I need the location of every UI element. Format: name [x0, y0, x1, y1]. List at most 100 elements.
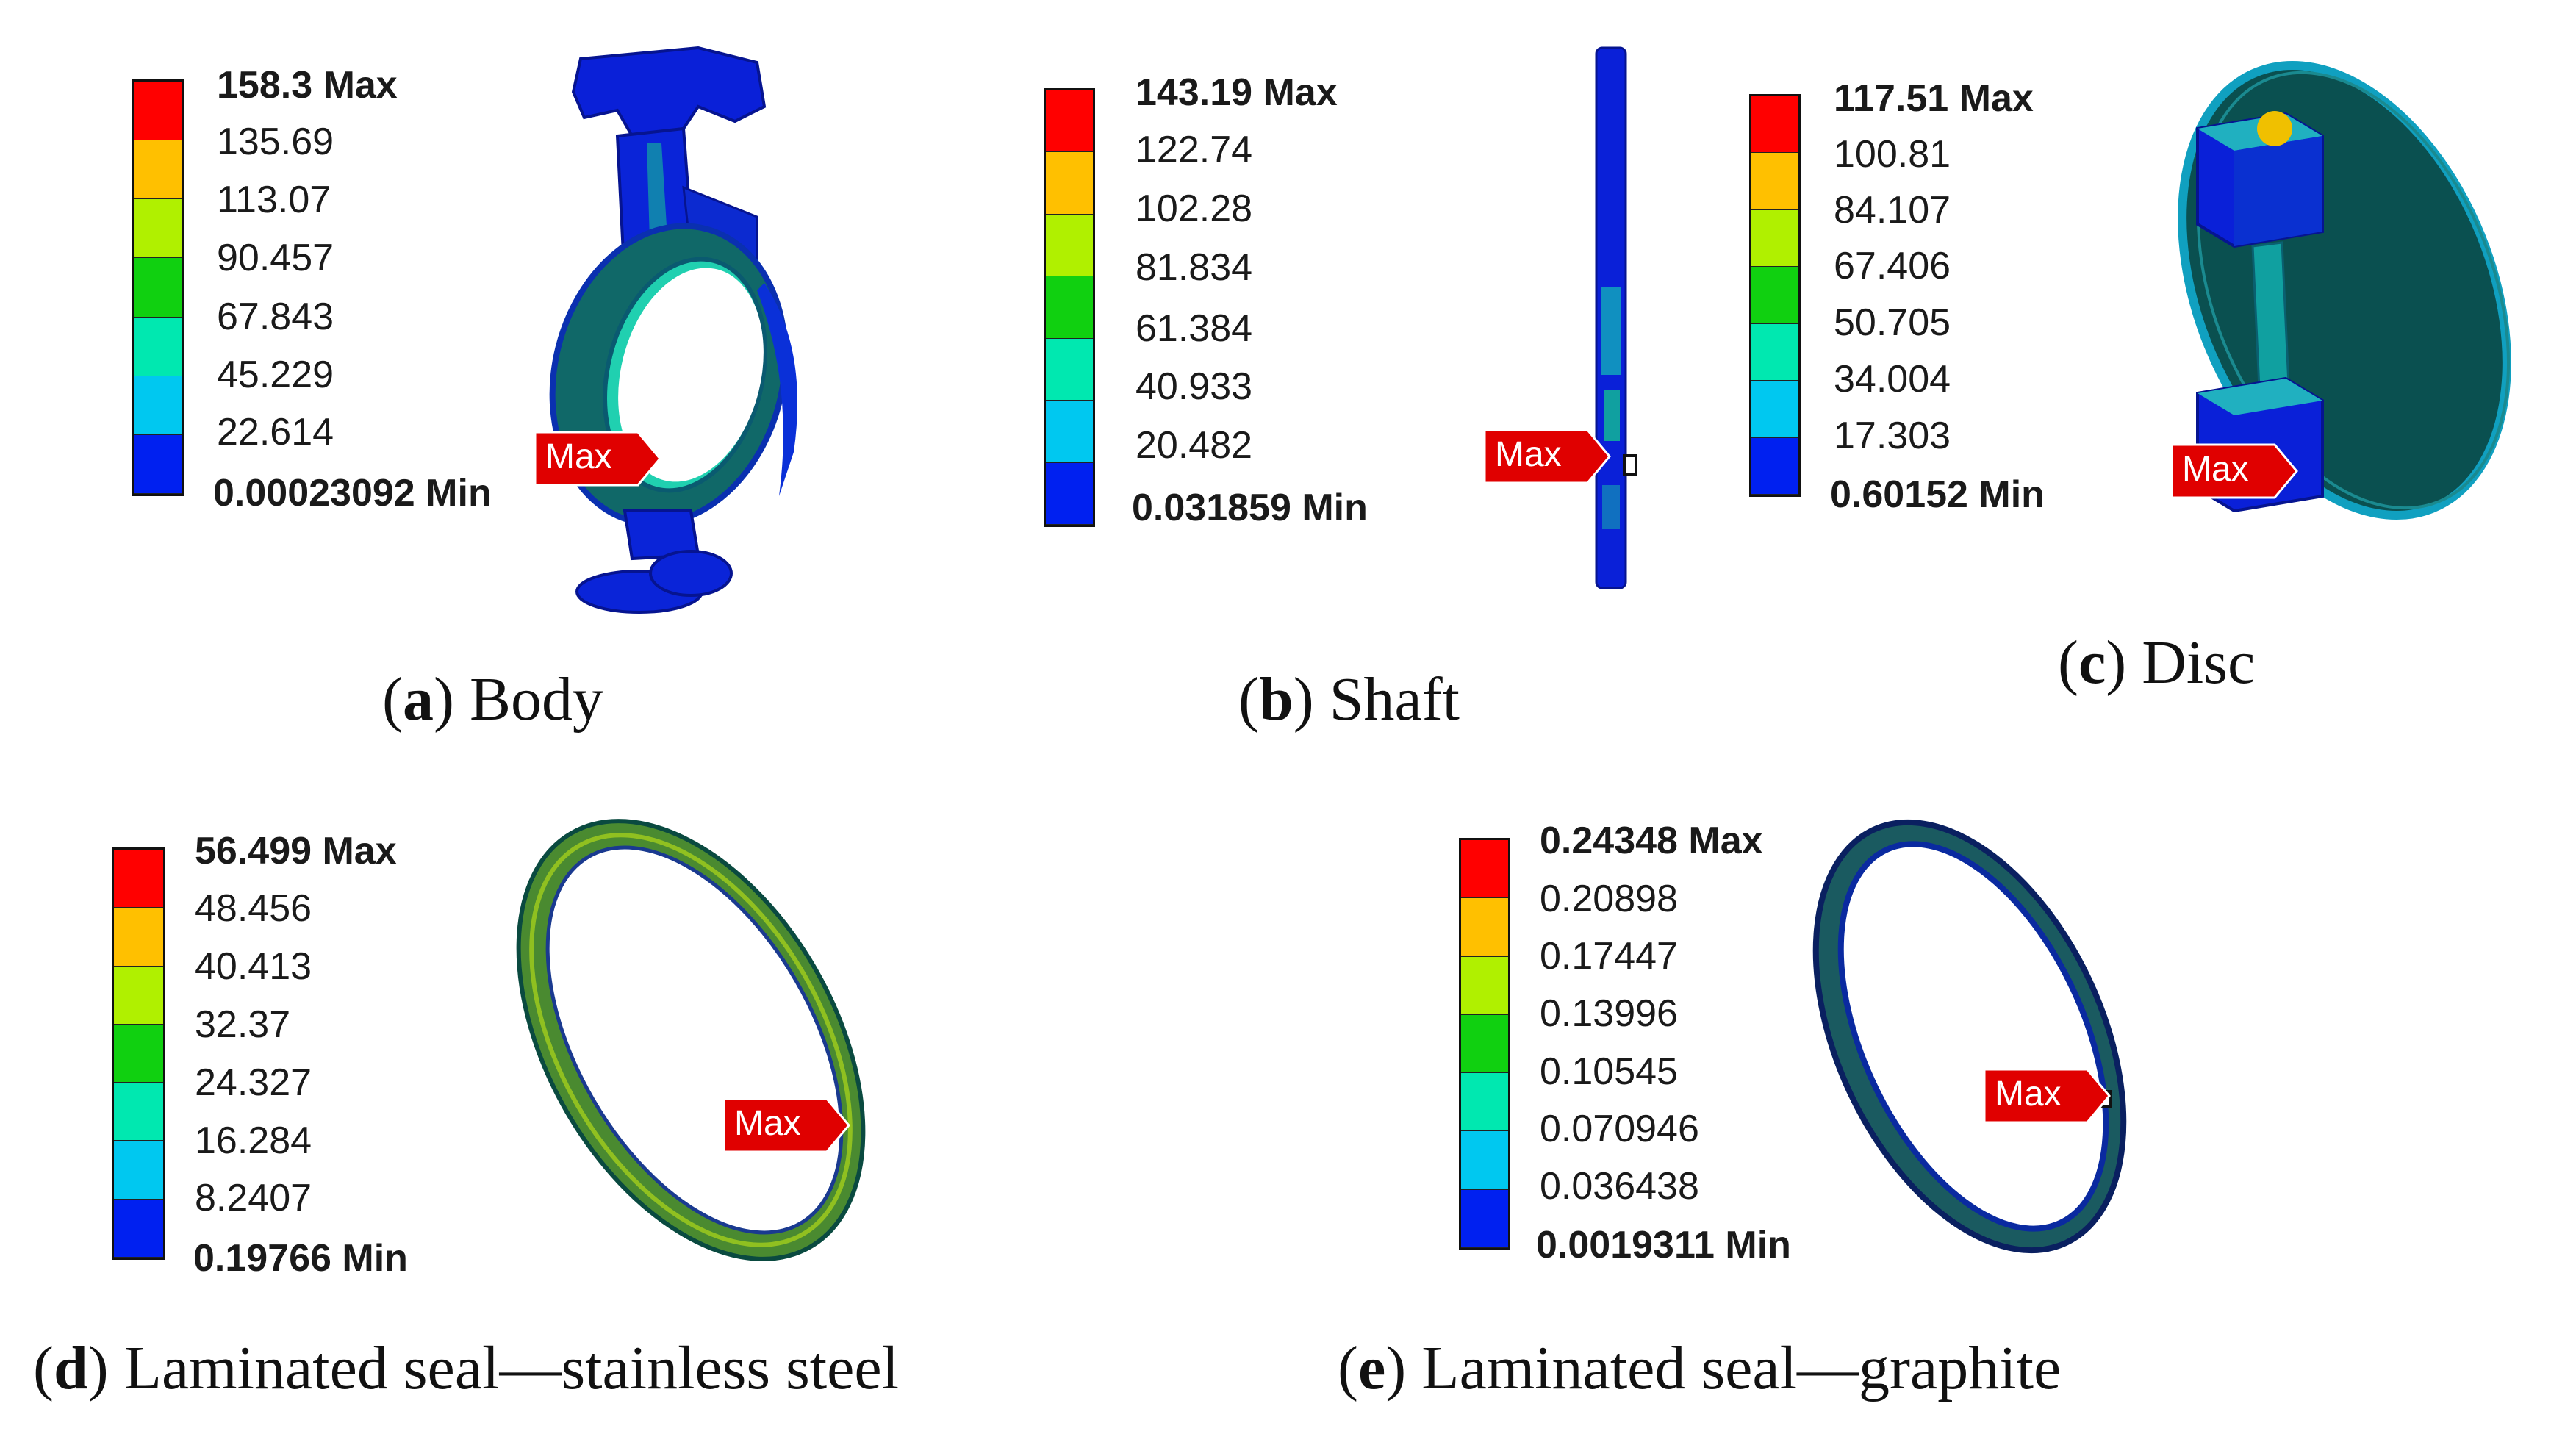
legend-color-segment — [134, 199, 182, 259]
shaft-model — [1595, 46, 1637, 589]
legend-min-label: 0.60152 Min — [1830, 473, 2045, 516]
legend-label: 122.74 — [1135, 129, 1253, 171]
legend-max-label: 56.499 Max — [195, 830, 397, 872]
legend-max-label: 143.19 Max — [1135, 71, 1338, 114]
legend-min-label: 0.00023092 Min — [213, 472, 492, 515]
legend-color-segment — [1751, 323, 1798, 381]
legend-label: 84.107 — [1834, 189, 1951, 232]
color-legend-seal-graphite — [1459, 838, 1510, 1250]
legend-color-segment — [1461, 1131, 1508, 1190]
legend-label: 135.69 — [217, 121, 334, 163]
legend-label: 24.327 — [195, 1061, 312, 1104]
max-marker-label: Max — [545, 437, 612, 476]
max-marker: Max — [1483, 429, 1611, 484]
legend-label: 0.13996 — [1540, 992, 1678, 1035]
legend-color-segment — [134, 434, 182, 494]
legend-color-segment — [1751, 267, 1798, 324]
legend-label: 50.705 — [1834, 301, 1951, 344]
legend-color-segment — [1751, 209, 1798, 268]
legend-color-segment — [1751, 153, 1798, 210]
legend-label: 34.004 — [1834, 358, 1951, 401]
legend-color-segment — [1751, 96, 1798, 154]
legend-label: 0.070946 — [1540, 1108, 1699, 1150]
legend-max-label: 158.3 Max — [217, 64, 398, 107]
legend-min-label: 0.19766 Min — [193, 1237, 408, 1280]
caption-seal-stainless: (d) Laminated seal—stainless steel — [33, 1334, 900, 1402]
caption-seal-graphite: (e) Laminated seal—graphite — [1338, 1334, 2062, 1402]
color-legend-seal-stainless — [112, 847, 165, 1260]
legend-label: 67.843 — [217, 295, 334, 338]
caption-letter: c — [2078, 628, 2106, 697]
max-marker: Max — [722, 1097, 850, 1153]
legend-color-segment — [1046, 152, 1093, 215]
max-marker-label: Max — [1495, 435, 1562, 474]
legend-color-segment — [1046, 214, 1093, 277]
legend-color-segment — [1751, 381, 1798, 438]
legend-color-segment — [114, 1141, 163, 1200]
legend-color-segment — [1461, 1189, 1508, 1248]
legend-color-segment — [134, 140, 182, 200]
legend-label: 40.933 — [1135, 365, 1253, 408]
graphite-seal-model — [1812, 819, 2127, 1254]
legend-color-segment — [114, 1083, 163, 1141]
caption-letter: a — [402, 665, 434, 734]
legend-label: 22.614 — [217, 411, 334, 453]
max-marker-label: Max — [2182, 450, 2249, 489]
legend-color-segment — [134, 258, 182, 318]
caption-letter: d — [53, 1334, 88, 1402]
caption-letter: b — [1258, 665, 1294, 734]
legend-label: 8.2407 — [195, 1177, 312, 1219]
legend-label: 16.284 — [195, 1119, 312, 1162]
legend-label: 0.17447 — [1540, 935, 1678, 978]
caption-text: Body — [469, 665, 603, 734]
legend-label: 45.229 — [217, 354, 334, 396]
legend-color-segment — [1046, 462, 1093, 525]
legend-label: 113.07 — [217, 179, 331, 221]
legend-label: 0.20898 — [1540, 878, 1678, 920]
color-legend-disc — [1749, 94, 1801, 497]
legend-color-segment — [134, 317, 182, 376]
legend-color-segment — [114, 850, 163, 908]
legend-color-segment — [134, 82, 182, 141]
legend-max-label: 0.24348 Max — [1540, 820, 1763, 862]
legend-label: 100.81 — [1834, 133, 1951, 176]
caption-body: (a) Body — [382, 665, 603, 734]
caption-letter: e — [1357, 1334, 1386, 1402]
legend-color-segment — [1461, 956, 1508, 1015]
legend-min-label: 0.031859 Min — [1132, 487, 1368, 529]
legend-label: 17.303 — [1834, 415, 1951, 457]
valve-body-model — [549, 46, 797, 614]
legend-label: 102.28 — [1135, 187, 1253, 230]
max-marker: Max — [2170, 443, 2298, 499]
legend-color-segment — [114, 908, 163, 967]
legend-color-segment — [1046, 401, 1093, 463]
legend-color-segment — [1461, 1073, 1508, 1132]
stainless-seal-model — [516, 819, 866, 1261]
color-legend-body — [132, 79, 184, 496]
legend-label: 40.413 — [195, 945, 312, 988]
legend-label: 0.10545 — [1540, 1050, 1678, 1093]
caption-text: Laminated seal—graphite — [1421, 1334, 2062, 1402]
color-legend-shaft — [1044, 88, 1095, 527]
legend-color-segment — [1046, 90, 1093, 153]
caption-disc: (c) Disc — [2058, 628, 2256, 697]
legend-label: 81.834 — [1135, 246, 1253, 289]
legend-color-segment — [1046, 276, 1093, 339]
legend-label: 90.457 — [217, 237, 334, 279]
legend-label: 32.37 — [195, 1003, 291, 1046]
max-marker: Max — [534, 431, 661, 487]
caption-text: Shaft — [1329, 665, 1460, 734]
legend-max-label: 117.51 Max — [1834, 77, 2034, 120]
disc-model — [2178, 60, 2511, 520]
legend-min-label: 0.0019311 Min — [1536, 1224, 1791, 1266]
max-marker-label: Max — [1995, 1075, 2062, 1114]
legend-color-segment — [114, 1024, 163, 1083]
legend-label: 48.456 — [195, 887, 312, 930]
legend-color-segment — [1461, 840, 1508, 899]
legend-color-segment — [1046, 338, 1093, 401]
legend-color-segment — [134, 376, 182, 435]
caption-text: Disc — [2142, 628, 2256, 697]
max-marker: Max — [1983, 1068, 2111, 1124]
legend-color-segment — [114, 1199, 163, 1258]
caption-text: Laminated seal—stainless steel — [123, 1334, 900, 1402]
